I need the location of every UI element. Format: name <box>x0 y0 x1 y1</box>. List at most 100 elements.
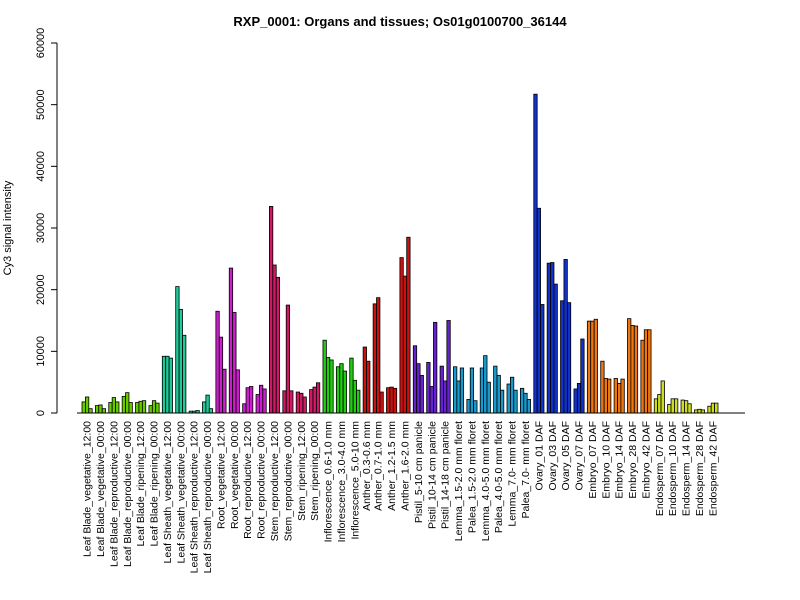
bar <box>660 380 665 414</box>
bars <box>81 93 719 414</box>
bar <box>402 275 408 414</box>
bar <box>379 391 384 414</box>
category-label: Ovary_01 DAF <box>533 421 545 490</box>
bar <box>386 387 391 414</box>
bar <box>101 408 106 414</box>
bar <box>242 403 247 414</box>
bar <box>506 383 511 414</box>
bar <box>299 392 304 414</box>
bar <box>439 365 444 414</box>
bar <box>600 360 605 414</box>
bar <box>325 357 331 414</box>
bar <box>627 318 632 414</box>
bar <box>617 382 622 414</box>
bar <box>215 310 220 414</box>
bar <box>710 402 716 414</box>
bar <box>399 257 404 414</box>
bar <box>342 370 347 414</box>
category-label: Anther_0.7-1.0 mm <box>373 421 385 511</box>
bar <box>208 408 214 414</box>
bar <box>235 369 240 414</box>
bar <box>456 380 461 414</box>
category-label: Endosperm_07 DAF <box>654 421 666 516</box>
bar <box>473 400 478 414</box>
bar <box>429 386 434 414</box>
bar <box>285 304 291 414</box>
bar <box>329 359 334 414</box>
bar <box>590 320 595 414</box>
bar <box>697 408 702 414</box>
bar <box>674 398 679 414</box>
bar <box>563 259 568 414</box>
bar <box>312 386 317 414</box>
bar <box>121 395 126 414</box>
bar <box>479 367 485 414</box>
category-label: Lemma_7.0- mm floret <box>507 421 519 527</box>
category-label: Root_reproductive_12:00 <box>242 421 254 539</box>
bar <box>148 405 153 414</box>
category-label: Root_vegetative_12:00 <box>215 421 227 529</box>
y-axis: 0 10000 20000 30000 40000 50000 60000 <box>35 28 58 416</box>
category-label: Anther_1.2-1.5 mm <box>386 421 398 511</box>
category-label: Leaf Blade_reproductive_12:00 <box>108 421 120 567</box>
bar <box>272 264 277 414</box>
category-label: Lemma_1.5-2.0 mm floret <box>453 421 465 541</box>
bar <box>81 401 86 414</box>
bar <box>262 388 267 414</box>
bar <box>125 392 130 414</box>
bar <box>335 366 341 414</box>
category-label: Embryo_07 DAF <box>587 421 599 499</box>
bar <box>339 363 344 414</box>
bar <box>586 320 592 414</box>
bar <box>416 363 421 414</box>
y-tick-label: 50000 <box>35 89 47 120</box>
bar <box>406 236 411 414</box>
bar <box>546 262 551 414</box>
bar <box>633 325 639 414</box>
bar <box>269 206 274 414</box>
y-tick-label: 40000 <box>35 151 47 182</box>
bar <box>255 394 260 414</box>
bar <box>295 391 301 414</box>
category-label: Palea_7.0- mm floret <box>520 421 532 519</box>
bar <box>376 297 381 414</box>
bar <box>98 404 103 414</box>
bar <box>433 321 438 414</box>
category-label: Pistil_14-18 cm panicle <box>440 421 452 529</box>
bar <box>205 394 210 414</box>
category-label: Leaf Blade_vegetative_00:00 <box>95 421 107 557</box>
bar <box>356 389 361 414</box>
bar <box>111 397 116 414</box>
bar <box>85 396 90 414</box>
bar <box>607 378 612 414</box>
category-label: Pistil_5-10 cm panicle <box>413 421 425 523</box>
y-tick-label: 0 <box>35 410 47 416</box>
bar <box>540 304 545 414</box>
bar <box>519 387 525 414</box>
bar <box>684 400 689 414</box>
category-label: Leaf Blade_vegetative_12:00 <box>82 421 94 557</box>
bar <box>275 276 281 414</box>
bar <box>249 386 254 414</box>
bar <box>366 360 371 414</box>
bar <box>289 390 294 414</box>
bar <box>309 389 314 414</box>
bar <box>141 400 147 414</box>
category-label: Leaf Blade_ripening_00:00 <box>149 421 161 547</box>
bar <box>667 403 672 414</box>
bar <box>175 286 180 414</box>
bar <box>232 312 237 414</box>
bar <box>352 379 357 414</box>
bar <box>459 367 465 414</box>
bar <box>108 402 113 414</box>
bar <box>580 338 585 414</box>
bar <box>640 339 645 414</box>
bar <box>493 365 498 414</box>
bar <box>322 339 327 414</box>
bar <box>349 357 354 414</box>
category-label: Endosperm_14 DAF <box>681 421 693 516</box>
bar <box>670 398 675 414</box>
bar <box>392 387 398 414</box>
bar <box>707 405 712 414</box>
category-label: Embryo_42 DAF <box>640 421 652 499</box>
